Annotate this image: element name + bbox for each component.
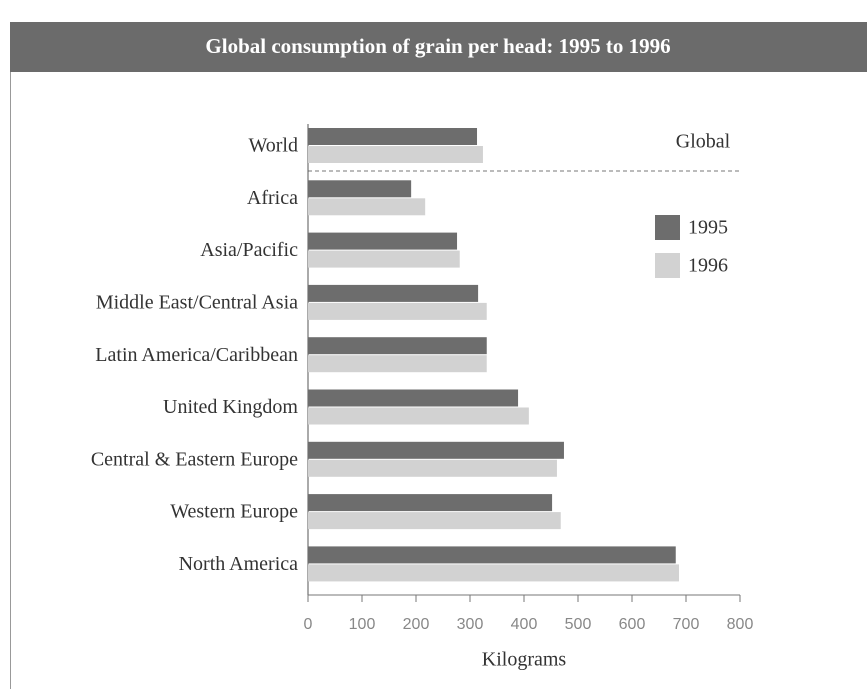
- x-tick-label: 0: [304, 616, 313, 633]
- bar: [308, 494, 553, 512]
- bar: [308, 459, 557, 477]
- y-tick-label: Africa: [247, 187, 298, 209]
- y-tick-label: Western Europe: [170, 501, 298, 523]
- legend-swatch: [655, 215, 680, 240]
- x-tick-label: 400: [511, 616, 538, 633]
- bar: [308, 250, 460, 268]
- bar: [308, 389, 519, 407]
- bar: [308, 302, 487, 320]
- y-tick-label: World: [249, 135, 299, 157]
- legend-label: 1996: [688, 255, 728, 277]
- y-tick-label: Central & Eastern Europe: [91, 448, 298, 470]
- bar: [308, 232, 458, 250]
- bar: [308, 198, 426, 216]
- bar: [308, 180, 412, 198]
- y-tick-label: Middle East/Central Asia: [96, 291, 298, 313]
- title-bar: [10, 22, 867, 72]
- bar: [308, 146, 483, 163]
- bar: [308, 355, 487, 373]
- x-tick-label: 100: [349, 616, 376, 633]
- bar: [308, 441, 564, 459]
- x-tick-label: 700: [673, 616, 700, 633]
- bar: [308, 407, 529, 425]
- legend-swatch: [655, 253, 680, 278]
- bar: [308, 284, 479, 302]
- bar: [308, 128, 478, 145]
- x-tick-label: 600: [619, 616, 646, 633]
- bar: [308, 546, 676, 564]
- bar: [308, 337, 487, 355]
- x-axis-label: Kilograms: [482, 649, 567, 671]
- y-tick-label: Latin America/Caribbean: [95, 344, 298, 366]
- chart-title: Global consumption of grain per head: 19…: [205, 34, 670, 58]
- legend-label: 1995: [688, 217, 728, 239]
- y-tick-label: North America: [179, 553, 299, 575]
- y-tick-label: Asia/Pacific: [200, 239, 298, 261]
- annotation: Global: [676, 131, 731, 153]
- bar: [308, 564, 679, 582]
- bar: [308, 512, 561, 530]
- y-tick-label: United Kingdom: [163, 396, 298, 418]
- x-tick-label: 500: [565, 616, 592, 633]
- x-tick-label: 800: [727, 616, 754, 633]
- x-tick-label: 300: [457, 616, 484, 633]
- x-tick-label: 200: [403, 616, 430, 633]
